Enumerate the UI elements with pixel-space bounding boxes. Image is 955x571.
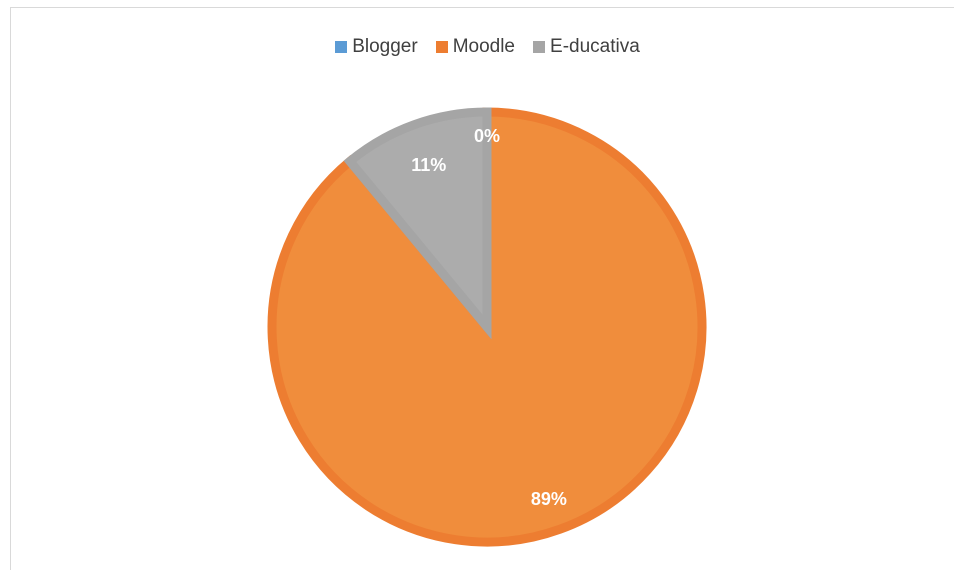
legend-label-blogger: Blogger — [352, 36, 418, 57]
data-label-educativa: 11% — [411, 155, 446, 175]
legend-item-educativa: E-ducativa — [533, 36, 640, 58]
pie-slice-educativa — [343, 107, 492, 340]
legend-item-blogger: Blogger — [335, 36, 418, 58]
data-label-blogger: 0% — [474, 126, 500, 146]
legend-swatch-blogger — [335, 41, 348, 53]
legend-swatch-educativa — [533, 41, 546, 53]
legend-swatch-moodle — [435, 41, 448, 53]
legend: Blogger Moodle E-ducativa — [0, 36, 955, 58]
legend-item-moodle: Moodle — [435, 36, 516, 58]
legend-label-moodle: Moodle — [452, 36, 516, 57]
legend-label-educativa: E-ducativa — [550, 36, 640, 57]
data-label-moodle: 89% — [531, 489, 567, 509]
